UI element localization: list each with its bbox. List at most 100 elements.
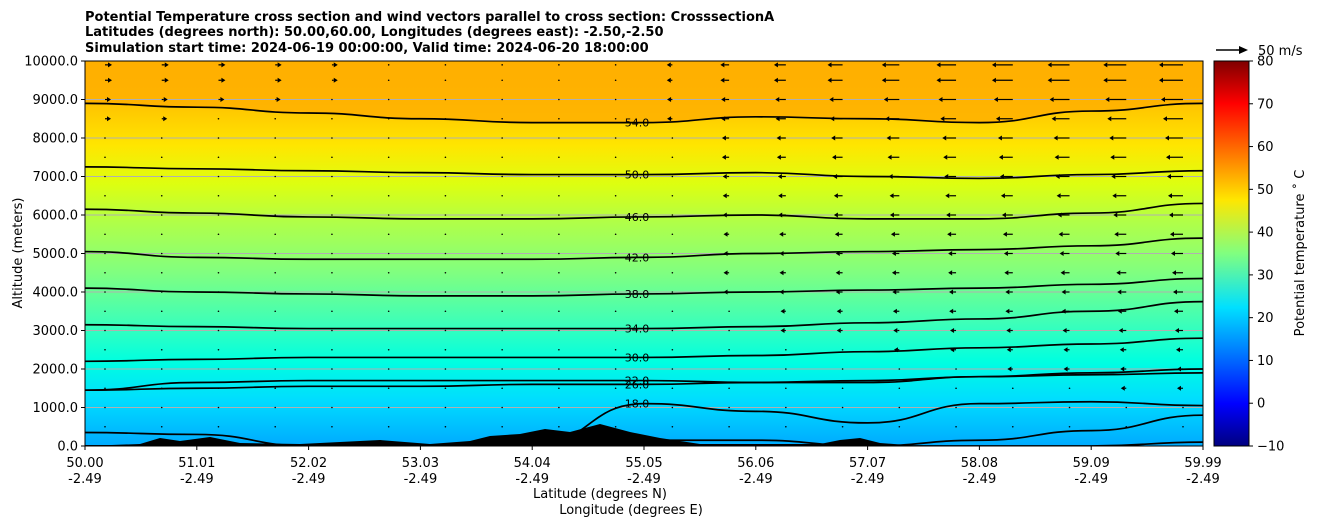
wind-vector-dot bbox=[1068, 425, 1071, 428]
wind-vector-dot bbox=[444, 137, 447, 139]
x-tick-label-lon: -2.49 bbox=[292, 472, 326, 487]
wind-vector-head bbox=[944, 174, 949, 179]
wind-vector-dot bbox=[614, 425, 617, 428]
wind-vector-dot bbox=[387, 137, 390, 139]
wind-vector-head bbox=[995, 116, 1000, 122]
wind-vector-dot bbox=[728, 310, 730, 313]
wind-vector-dot bbox=[671, 252, 674, 255]
quiver-key-arrow-head bbox=[1239, 46, 1248, 54]
wind-vector-dot bbox=[331, 348, 333, 351]
wind-vector-dot bbox=[614, 368, 617, 370]
wind-vector-head bbox=[943, 154, 948, 160]
wind-vector-head bbox=[836, 328, 841, 333]
wind-vector-head bbox=[277, 77, 282, 83]
wind-vector-head bbox=[833, 212, 838, 218]
wind-vector-head bbox=[1058, 231, 1063, 237]
wind-vector-head bbox=[991, 62, 996, 68]
band-above-54 bbox=[85, 61, 1203, 123]
x-tick-label-lat: 52.02 bbox=[290, 456, 327, 471]
wind-vector-dot bbox=[274, 214, 277, 216]
wind-vector-head bbox=[276, 97, 281, 102]
wind-vector-head bbox=[107, 97, 111, 102]
wind-vector-dot bbox=[444, 310, 447, 313]
wind-vector-head bbox=[1049, 97, 1054, 102]
wind-vector-dot bbox=[785, 368, 787, 370]
wind-vector-dot bbox=[331, 368, 333, 370]
wind-vector-dot bbox=[444, 98, 447, 101]
wind-vector-dot bbox=[274, 310, 277, 313]
wind-vector-dot bbox=[614, 137, 617, 139]
wind-vector-dot bbox=[387, 271, 390, 274]
wind-vector-dot bbox=[671, 175, 674, 178]
wind-vector-dot bbox=[217, 425, 220, 428]
wind-vector-dot bbox=[274, 348, 277, 351]
wind-vector-head bbox=[221, 62, 226, 68]
wind-vector-head bbox=[948, 251, 953, 256]
x-axis: 50.00-2.4951.01-2.4952.02-2.4953.03-2.49… bbox=[66, 446, 1222, 487]
contour-label: 38.0 bbox=[625, 288, 650, 301]
wind-vector-dot bbox=[671, 194, 674, 197]
wind-vector-head bbox=[1159, 77, 1163, 83]
wind-vector-head bbox=[1176, 347, 1180, 353]
wind-vector-head bbox=[833, 174, 838, 179]
wind-vector-dot bbox=[387, 406, 390, 409]
wind-vector-head bbox=[835, 270, 840, 276]
contour-label: 34.0 bbox=[625, 323, 650, 336]
wind-vector-head bbox=[950, 328, 955, 333]
wind-vector-dot bbox=[331, 175, 333, 178]
x-tick-label-lat: 50.00 bbox=[66, 456, 103, 471]
wind-vector-head bbox=[830, 116, 835, 122]
wind-vector-dot bbox=[387, 387, 390, 390]
wind-vector-head bbox=[1003, 251, 1008, 256]
wind-vector-head bbox=[333, 62, 338, 68]
wind-vector-dot bbox=[558, 387, 560, 390]
wind-vector-dot bbox=[614, 252, 617, 255]
wind-vector-dot bbox=[1011, 425, 1014, 428]
wind-vector-dot bbox=[671, 310, 674, 313]
wind-vector-head bbox=[1061, 289, 1066, 295]
wind-vector-dot bbox=[331, 214, 333, 216]
wind-vectors bbox=[104, 62, 1184, 428]
y-tick-label: 10000.0 bbox=[24, 55, 78, 70]
wind-vector-head bbox=[1119, 347, 1124, 353]
wind-vector-dot bbox=[558, 233, 560, 236]
wind-vector-head bbox=[720, 62, 725, 68]
wind-vector-head bbox=[827, 62, 832, 68]
wind-vector-dot bbox=[955, 387, 957, 390]
wind-vector-head bbox=[164, 62, 169, 68]
wind-vector-dot bbox=[387, 291, 390, 293]
y-tick-label: 8000.0 bbox=[33, 132, 79, 147]
wind-vector-head bbox=[775, 97, 780, 102]
y-tick-label: 1000.0 bbox=[33, 401, 79, 416]
wind-vector-dot bbox=[501, 194, 503, 197]
title-line-1: Potential Temperature cross section and … bbox=[85, 10, 774, 25]
wind-vector-dot bbox=[614, 64, 617, 66]
wind-vector-head bbox=[1177, 366, 1181, 372]
y-axis-label: Altitude (meters) bbox=[11, 198, 26, 309]
wind-vector-dot bbox=[274, 387, 277, 390]
wind-vector-head bbox=[773, 62, 778, 68]
wind-vector-head bbox=[831, 135, 836, 141]
wind-vector-head bbox=[666, 62, 671, 68]
wind-vector-dot bbox=[444, 156, 447, 159]
terrain bbox=[85, 424, 920, 446]
colorbar-tick-label: 0 bbox=[1257, 397, 1265, 412]
wind-vector-dot bbox=[217, 368, 220, 370]
wind-vector-dot bbox=[558, 79, 560, 82]
wind-vector-dot bbox=[1182, 425, 1184, 428]
quiver-key: 50 m/s bbox=[1216, 44, 1303, 59]
grid-lines bbox=[85, 61, 1203, 446]
wind-vector-dot bbox=[501, 368, 503, 370]
wind-vector-dot bbox=[217, 387, 220, 390]
wind-vector-dot bbox=[558, 425, 560, 428]
wind-vector-dot bbox=[558, 310, 560, 313]
wind-vector-head bbox=[1174, 308, 1178, 314]
wind-vector-head bbox=[940, 116, 945, 122]
wind-vector-dot bbox=[104, 137, 106, 139]
wind-vector-dot bbox=[671, 348, 674, 351]
wind-vector-head bbox=[892, 308, 897, 314]
wind-vector-dot bbox=[1125, 425, 1128, 428]
wind-vector-dot bbox=[387, 175, 390, 178]
wind-vector-head bbox=[722, 193, 727, 199]
wind-vector-dot bbox=[728, 329, 730, 332]
